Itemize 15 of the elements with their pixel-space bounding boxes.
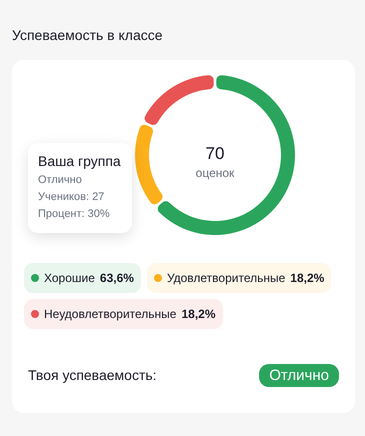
legend-label: Неудовлетворительные [44,307,176,321]
text: Отлично [259,364,339,387]
text: Учеников: 27 [38,190,106,205]
text: оценок [194,166,236,180]
data-label: 18,2% [290,271,324,285]
text: Процент: 30% [38,207,111,222]
text: Твоя успеваемость: [28,367,157,383]
chart-title: Успеваемость в классе [12,27,163,43]
text: Отлично [38,173,83,188]
data-label: 18,2% [181,307,216,321]
text: Ваша группа [38,153,122,170]
legend-label: Хорошие [44,271,95,285]
text: 70 [204,144,226,164]
legend-label: Удовлетворительные [166,271,286,285]
data-label: 63,6% [100,271,134,285]
